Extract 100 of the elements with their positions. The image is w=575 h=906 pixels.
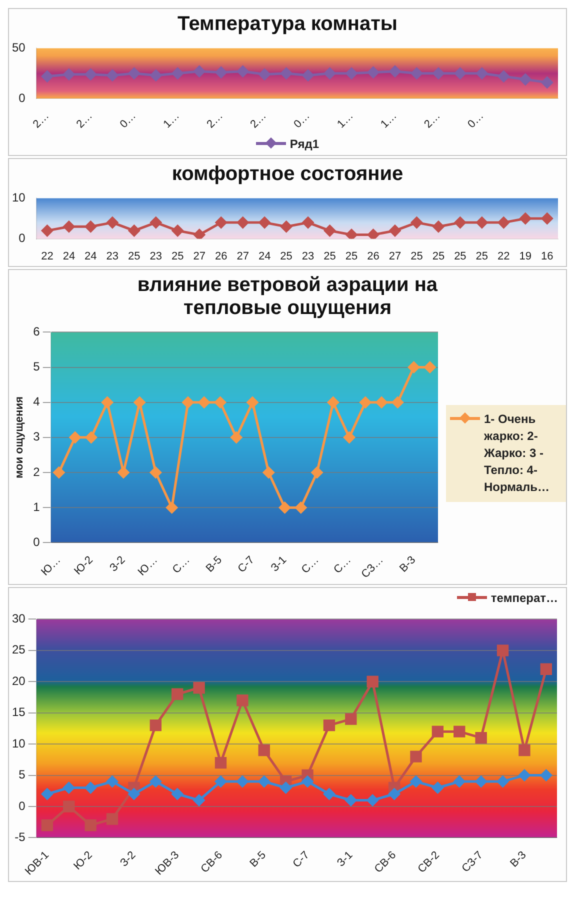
x-tick-label: 25 [128,250,140,262]
x-tick-label: 25 [454,250,466,262]
chart-title: комфортное состояние [170,162,404,187]
point [41,224,53,236]
x-tick-label: 2… [74,110,95,131]
x-tick-label: 0… [118,110,138,131]
x-tick-label: 0… [466,110,486,131]
point [262,466,274,478]
x-tick-label: 25 [172,250,184,262]
point [41,70,53,82]
y-tick-label: 0 [18,231,26,246]
point [540,770,552,782]
point [475,776,487,788]
y-tick-label: 30 [12,612,26,626]
point [432,220,444,232]
point [410,68,422,80]
point [230,432,242,444]
point [280,68,292,80]
point [198,396,210,408]
point [63,800,75,812]
x-tick-label: З-2 [108,554,128,574]
legend-label: 1- Очень жарко: 2- Жарко: 3 - Тепло: 4- Нормаль… [484,410,551,496]
point [84,819,96,832]
y-tick-label: 3 [33,430,40,444]
point [194,228,206,239]
point [541,212,553,224]
point [518,770,530,782]
point [345,713,357,725]
y-tick-label: 4 [33,394,40,409]
x-tick-label: 25 [324,250,336,262]
point [295,502,307,514]
x-tick-label: 1… [161,110,182,131]
y-tick-label: 0 [33,534,40,549]
point [475,732,487,744]
x-tick-label: Ю-2 [72,849,95,872]
x-tick-label: 27 [236,250,249,262]
x-tick-label: 24 [258,250,271,262]
point [193,794,205,806]
point [172,788,184,800]
point [324,68,336,80]
point [236,694,248,706]
point [128,788,140,800]
point [106,216,118,228]
y-tick-label: -5 [14,830,26,844]
point [454,776,466,788]
point [182,396,194,408]
point [541,76,553,88]
point [166,502,178,514]
x-tick-label: 26 [214,250,228,262]
y-tick-label: 0 [18,90,26,105]
x-tick-label: 24 [84,250,97,262]
point [63,782,75,794]
x-tick-label: 26 [367,250,380,262]
point [346,228,358,239]
point [128,224,140,236]
point [194,66,206,78]
point [454,216,466,228]
point [520,212,532,224]
point [302,216,314,228]
x-tick-label: Ю-2 [72,554,96,578]
point [410,750,422,762]
point [360,396,372,408]
x-tick-label: З-1 [335,849,356,870]
point [106,70,118,82]
x-tick-label: 1… [335,110,356,131]
point [258,68,270,80]
x-tick-label: 2… [248,110,269,131]
x-tick-label: СЗ… [359,554,386,581]
point [454,68,466,80]
x-tick-label: С… [332,554,354,576]
point [150,776,162,788]
point [311,466,323,478]
y-tick-label: 0 [18,798,26,813]
point [237,216,249,228]
x-tick-label: В-3 [508,849,529,870]
point [327,396,339,408]
point [424,362,436,374]
x-tick-label: В-3 [397,554,418,575]
x-tick-label: 22 [498,250,510,262]
point [236,776,248,788]
point [214,776,226,788]
x-tick-label: 23 [150,250,162,262]
y-tick-label: 15 [12,705,26,720]
y-axis-title: мои ощущения [14,396,26,478]
point [323,719,336,732]
x-tick-label: 16 [541,250,554,262]
point [106,776,118,788]
point [345,794,357,806]
x-tick-label: 25 [410,250,423,262]
y-tick-label: 2 [33,464,40,479]
point [150,216,162,228]
point [69,432,81,444]
x-tick-label: 0… [292,110,312,131]
chart-title: влияние ветровой аэрации на тепловые ощущения [136,273,439,321]
x-tick-label: 22 [41,250,54,262]
x-tick-label: 25 [280,250,292,262]
point [215,216,227,228]
point [280,220,292,232]
x-tick-label: З-1 [268,554,290,574]
point [134,396,146,408]
